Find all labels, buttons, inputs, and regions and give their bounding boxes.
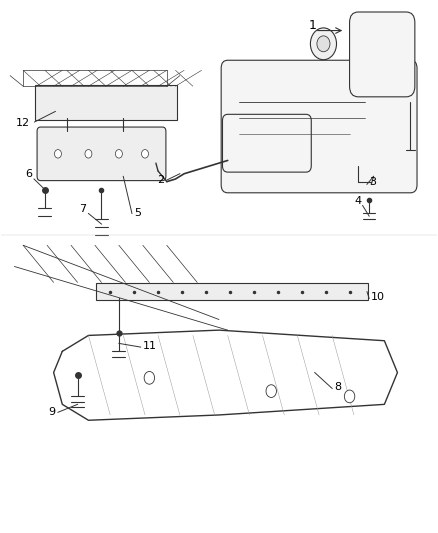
Text: 11: 11 [143,341,157,351]
Text: 6: 6 [25,169,32,180]
Text: 8: 8 [334,382,342,392]
Circle shape [317,36,330,52]
Text: 2: 2 [158,175,165,185]
Circle shape [116,150,122,158]
Text: 12: 12 [16,118,30,128]
FancyBboxPatch shape [96,284,368,300]
Circle shape [266,385,276,398]
Circle shape [144,372,155,384]
Circle shape [344,390,355,403]
Text: 5: 5 [134,208,141,218]
Text: 1: 1 [309,19,317,32]
Text: 10: 10 [371,292,385,302]
FancyBboxPatch shape [350,12,415,97]
FancyBboxPatch shape [37,127,166,181]
Circle shape [85,150,92,158]
Text: 9: 9 [49,407,56,417]
FancyBboxPatch shape [221,60,417,193]
Circle shape [54,150,61,158]
Circle shape [141,150,148,158]
Text: 4: 4 [355,196,362,206]
FancyBboxPatch shape [35,85,177,119]
FancyBboxPatch shape [223,114,311,172]
Text: 3: 3 [369,177,376,188]
Circle shape [311,28,336,60]
Text: 7: 7 [79,204,86,214]
